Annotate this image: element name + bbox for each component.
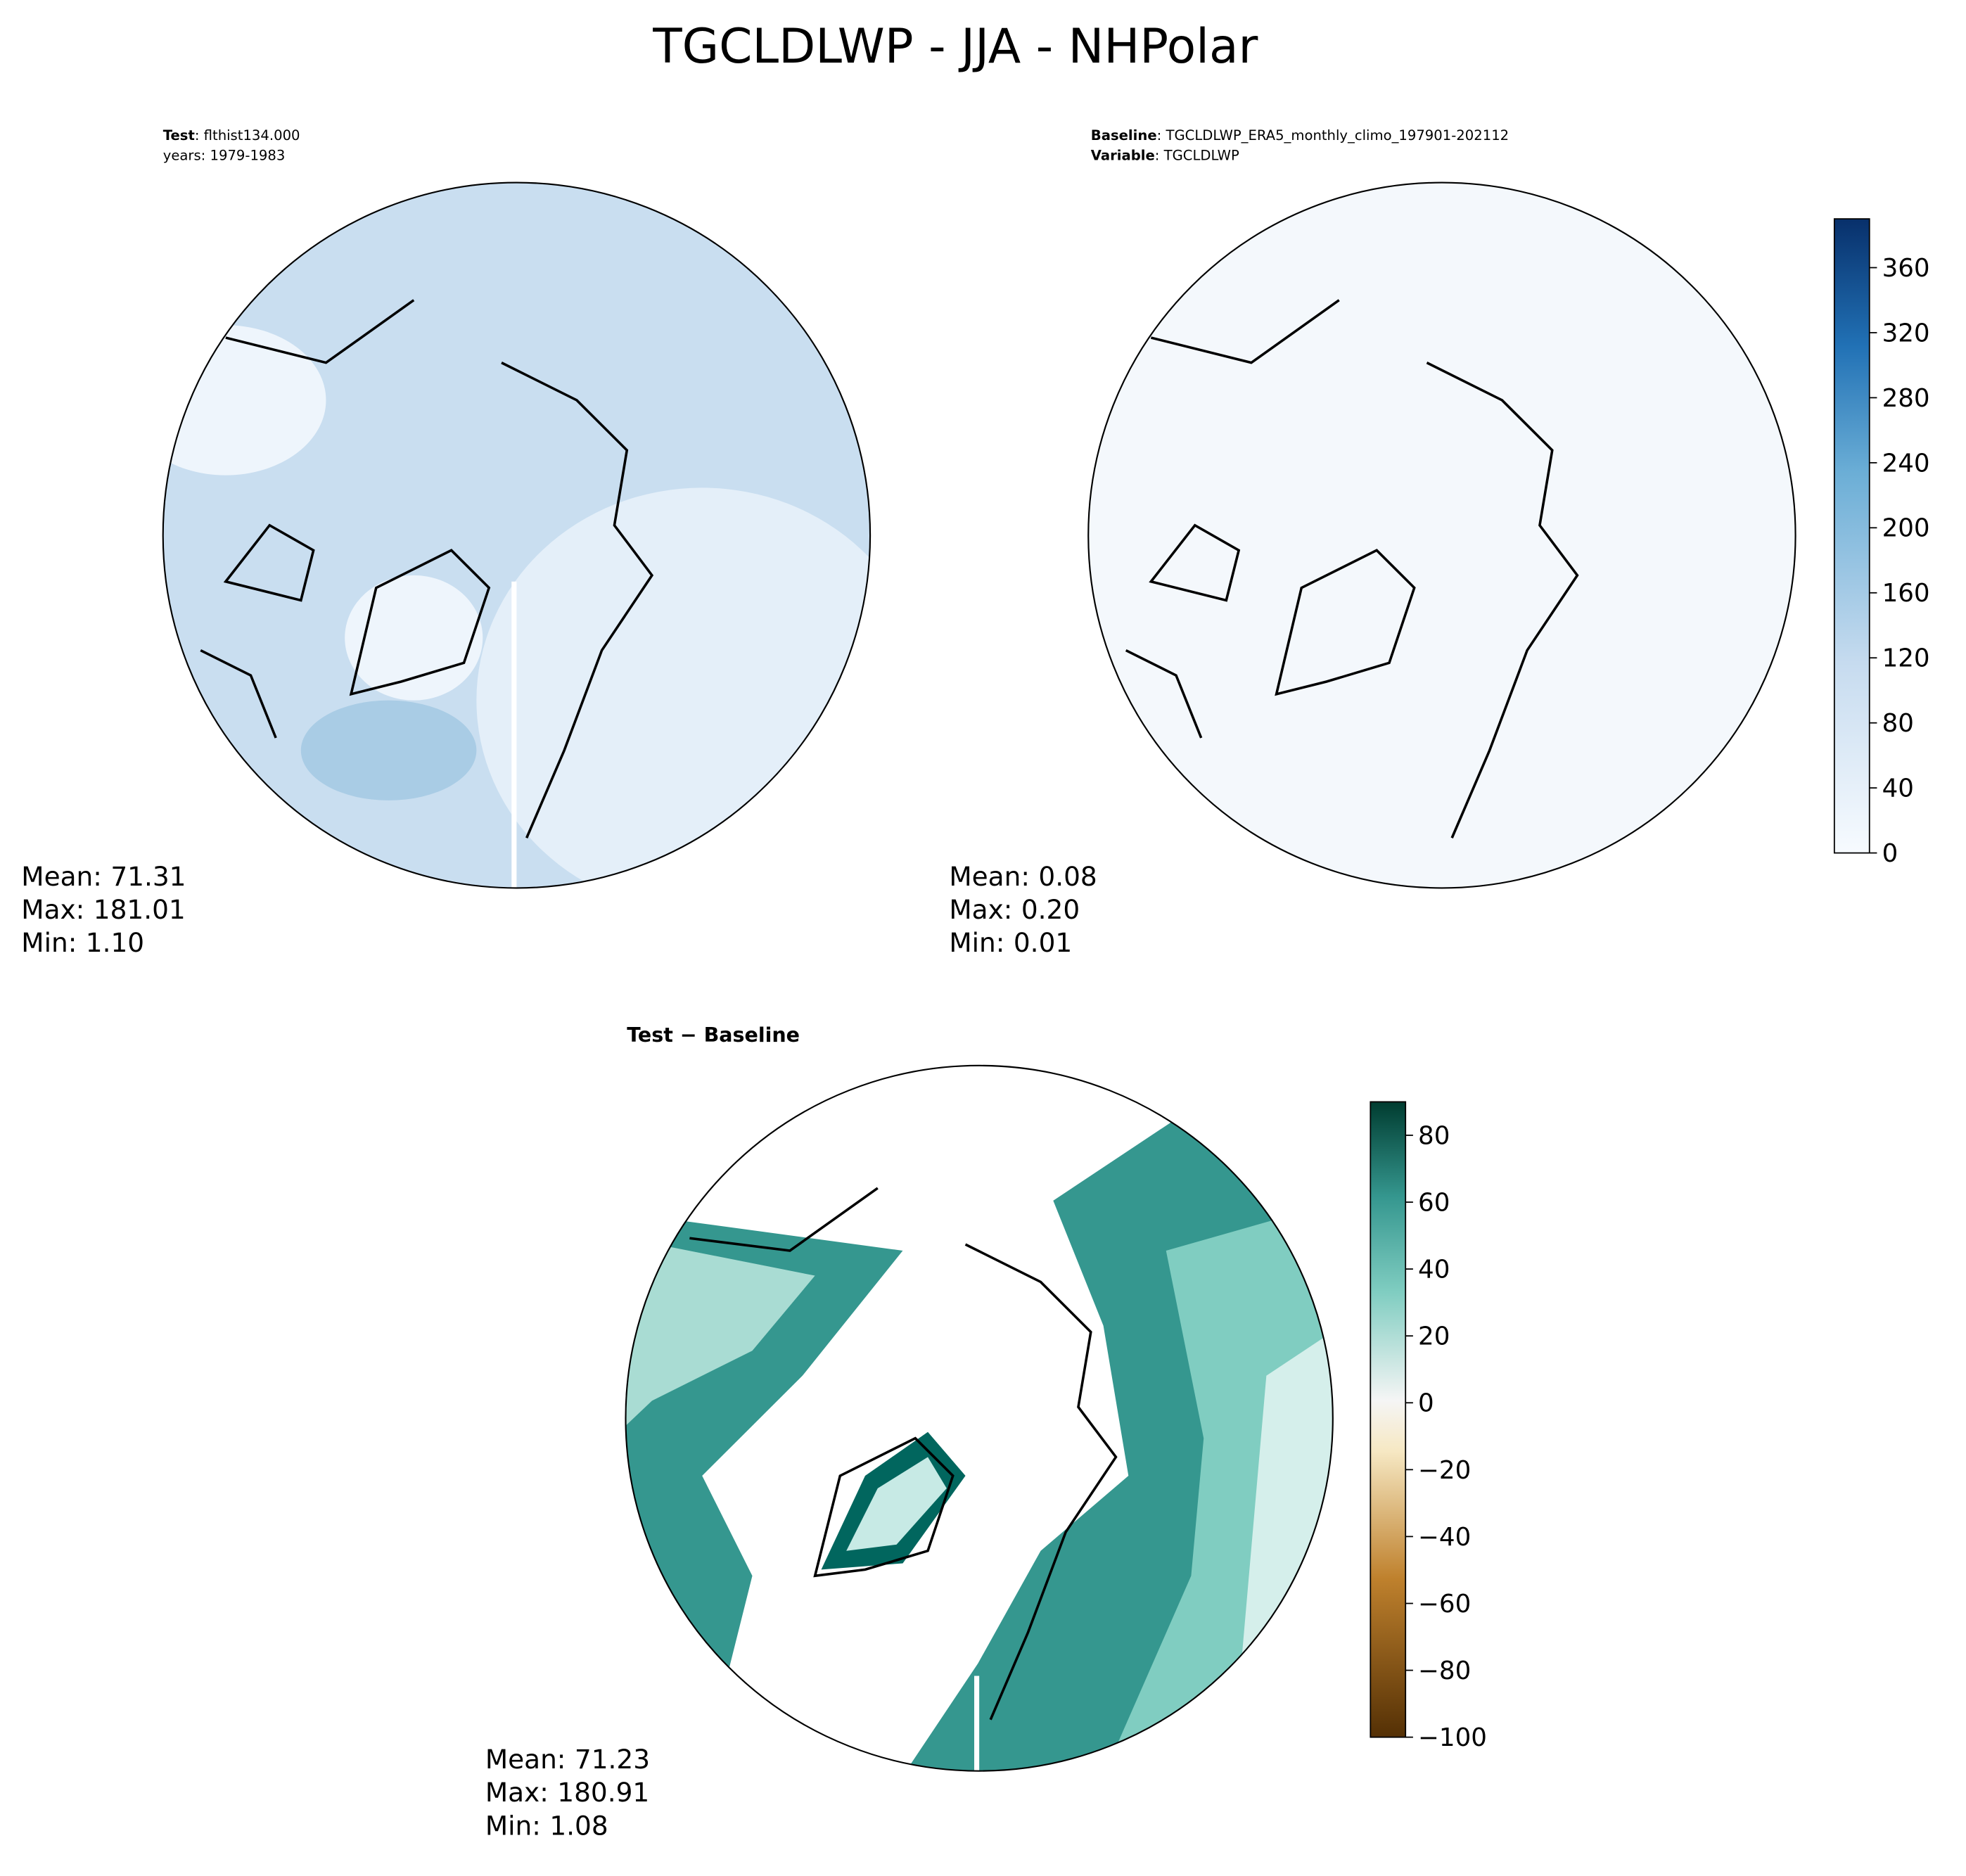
colorbar-tick-label: 80 [1418, 1121, 1450, 1150]
stat-line: Mean: 71.31 [21, 861, 186, 892]
colorbar [1833, 218, 1870, 854]
stat-label: Mean: [21, 861, 102, 892]
stat-line: Max: 180.91 [485, 1777, 649, 1808]
colorbar [1370, 1101, 1407, 1738]
stat-label: Max: [949, 894, 1012, 925]
stat-label: Min: [485, 1810, 541, 1841]
colorbar-tick-label: 40 [1882, 774, 1914, 803]
colorbar-tick-label: 40 [1418, 1256, 1450, 1284]
colorbar-tick-label: 80 [1882, 709, 1914, 738]
stat-value: 0.08 [1038, 861, 1097, 892]
colorbar-tick-label: 20 [1418, 1322, 1450, 1351]
header-key: Baseline [1091, 127, 1157, 143]
panel-header: Variable: TGCLDLWP [1091, 148, 1239, 164]
stat-label: Min: [21, 927, 77, 958]
figure-title: TGCLDLWP - JJA - NHPolar [652, 18, 1258, 74]
colorbar-tick-label: −80 [1418, 1657, 1471, 1685]
stat-value: 0.01 [1014, 927, 1072, 958]
stat-value: 181.01 [94, 894, 186, 925]
panel-header: years: 1979-1983 [163, 148, 286, 164]
header-key: Test [163, 127, 195, 143]
stat-value: 1.10 [86, 927, 144, 958]
stat-line: Max: 181.01 [21, 894, 185, 925]
stat-value: 71.31 [110, 861, 186, 892]
colorbar-tick-label: 60 [1418, 1189, 1450, 1218]
header-key: Test − Baseline [627, 1023, 800, 1047]
stat-line: Mean: 0.08 [949, 861, 1097, 892]
colorbar-tick-label: −40 [1418, 1523, 1471, 1552]
panel-header: Baseline: TGCLDLWP_ERA5_monthly_climo_19… [1091, 127, 1509, 143]
colorbar-tick-label: 360 [1882, 254, 1930, 283]
stat-line: Max: 0.20 [949, 894, 1080, 925]
stat-value: 71.23 [575, 1744, 650, 1775]
colorbar-tick-label: 320 [1882, 319, 1930, 347]
stat-value: 1.08 [549, 1810, 608, 1841]
stat-line: Min: 0.01 [949, 927, 1072, 958]
stat-label: Mean: [485, 1744, 566, 1775]
colorbar-tick-label: −60 [1418, 1590, 1471, 1619]
header-text: years: 1979-1983 [163, 148, 286, 164]
colorbar-tick-label: 120 [1882, 644, 1930, 673]
colorbar-tick-label: 280 [1882, 384, 1930, 413]
header-text: : TGCLDLWP [1155, 148, 1239, 164]
header-text: : flthist134.000 [195, 127, 300, 143]
stat-label: Max: [21, 894, 84, 925]
stat-line: Mean: 71.23 [485, 1744, 650, 1775]
colorbar-tick-label: −20 [1418, 1456, 1471, 1485]
stat-label: Mean: [949, 861, 1030, 892]
map-test [162, 181, 872, 889]
map-difference [625, 1064, 1334, 1772]
colorbar-tick-label: 200 [1882, 514, 1930, 543]
stat-line: Min: 1.08 [485, 1810, 608, 1841]
stat-label: Min: [949, 927, 1004, 958]
colorbar-tick-label: 0 [1418, 1389, 1434, 1418]
colorbar-tick-label: −100 [1418, 1723, 1487, 1752]
stat-line: Min: 1.10 [21, 927, 144, 958]
map-baseline [1087, 181, 1796, 889]
stat-label: Max: [485, 1777, 549, 1808]
panel-header: Test: flthist134.000 [163, 127, 300, 143]
stat-value: 180.91 [557, 1777, 649, 1808]
colorbar-tick-label: 160 [1882, 579, 1930, 608]
colorbar-tick-label: 240 [1882, 449, 1930, 478]
stat-value: 0.20 [1021, 894, 1080, 925]
panel-header: Test − Baseline [627, 1023, 800, 1047]
header-text: : TGCLDLWP_ERA5_monthly_climo_197901-202… [1157, 127, 1509, 143]
colorbar-tick-label: 0 [1882, 839, 1898, 868]
header-key: Variable [1091, 148, 1155, 164]
